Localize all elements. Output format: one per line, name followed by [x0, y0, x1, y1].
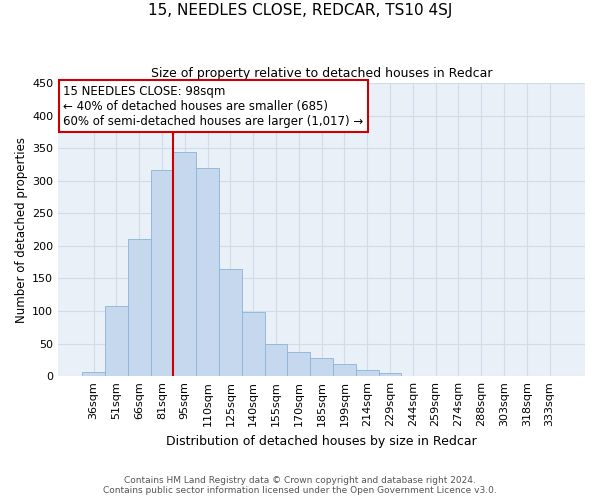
Bar: [242, 312, 265, 376]
Text: 15 NEEDLES CLOSE: 98sqm
← 40% of detached houses are smaller (685)
60% of semi-d: 15 NEEDLES CLOSE: 98sqm ← 40% of detache…: [64, 84, 364, 128]
Bar: [379, 373, 401, 376]
Bar: [128, 240, 151, 376]
Bar: [287, 352, 310, 376]
Y-axis label: Number of detached properties: Number of detached properties: [15, 136, 28, 322]
Bar: [173, 152, 196, 376]
Bar: [219, 268, 242, 376]
Bar: [333, 364, 356, 376]
X-axis label: Distribution of detached houses by size in Redcar: Distribution of detached houses by size …: [166, 434, 477, 448]
Title: Size of property relative to detached houses in Redcar: Size of property relative to detached ho…: [151, 68, 493, 80]
Bar: [105, 306, 128, 376]
Bar: [196, 168, 219, 376]
Bar: [265, 344, 287, 376]
Bar: [310, 358, 333, 376]
Text: Contains HM Land Registry data © Crown copyright and database right 2024.
Contai: Contains HM Land Registry data © Crown c…: [103, 476, 497, 495]
Bar: [356, 370, 379, 376]
Bar: [82, 372, 105, 376]
Bar: [151, 170, 173, 376]
Text: 15, NEEDLES CLOSE, REDCAR, TS10 4SJ: 15, NEEDLES CLOSE, REDCAR, TS10 4SJ: [148, 2, 452, 18]
